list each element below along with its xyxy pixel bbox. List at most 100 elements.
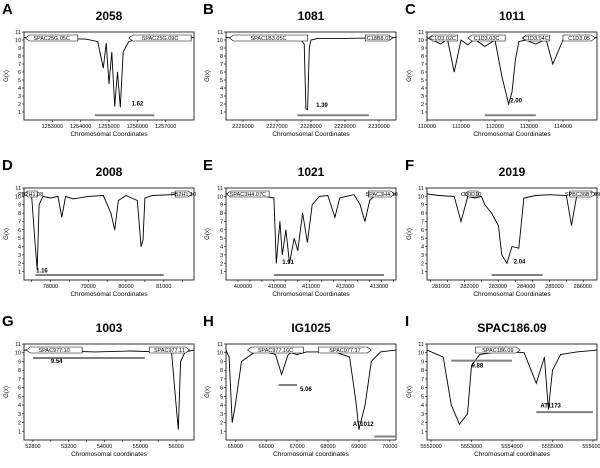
data-point bbox=[364, 404, 366, 406]
y-tick-label: 10 bbox=[418, 194, 424, 200]
x-tick-label: 2228000 bbox=[300, 124, 321, 130]
series-line bbox=[23, 349, 195, 430]
gene-label: PB2H1.08 bbox=[18, 192, 43, 198]
data-point bbox=[85, 38, 87, 40]
series-line bbox=[225, 37, 397, 111]
x-tick-label: 80000 bbox=[118, 284, 133, 290]
gene-arrow bbox=[365, 34, 394, 42]
x-tick-label: 110000 bbox=[418, 124, 436, 130]
data-point bbox=[481, 196, 482, 197]
data-point bbox=[518, 41, 520, 42]
gene-label: SPBC36B7.09 bbox=[565, 192, 600, 198]
data-point bbox=[369, 200, 371, 201]
x-tick-label: 282000 bbox=[460, 284, 478, 290]
panel-letter: H bbox=[203, 313, 214, 330]
data-point bbox=[289, 262, 290, 264]
y-tick-label: 11 bbox=[15, 30, 21, 36]
x-tick-label: 52800 bbox=[25, 444, 40, 450]
data-point bbox=[307, 109, 308, 110]
plot-frame bbox=[225, 187, 397, 281]
y-tick-label: 11 bbox=[217, 342, 223, 348]
gene-label: C1D3.05 bbox=[568, 36, 590, 42]
y-tick-label: 5 bbox=[220, 394, 223, 400]
y-tick-label: 5 bbox=[421, 394, 424, 400]
y-tick-label: 6 bbox=[421, 70, 424, 76]
plot-frame bbox=[23, 187, 195, 281]
data-point bbox=[535, 43, 537, 45]
y-tick-label: 5 bbox=[18, 236, 21, 242]
data-point bbox=[72, 198, 74, 200]
panel-h: H IG1025 1 2 3 4 5 6 7 8 9 10 11 G(x) 65000 66000 67000 6… bbox=[203, 313, 397, 458]
panel-g: G 1003 1 2 3 4 5 6 7 8 9 10 11 G(x) 52800 53200 54000 550… bbox=[2, 313, 195, 458]
panel-letter: I bbox=[405, 313, 409, 330]
y-axis-label: G(x) bbox=[205, 386, 211, 398]
y-tick-label: 5 bbox=[18, 78, 21, 84]
gene-arrow bbox=[521, 34, 550, 42]
gene-arrow bbox=[368, 190, 396, 198]
data-point bbox=[225, 349, 227, 351]
data-point bbox=[152, 195, 153, 196]
x-tick-label: 68000 bbox=[320, 444, 335, 450]
x-tick-label: 413000 bbox=[370, 284, 388, 290]
data-point bbox=[125, 46, 127, 47]
data-point bbox=[225, 37, 227, 38]
y-tick-label: 2 bbox=[421, 102, 424, 108]
data-point bbox=[293, 237, 295, 239]
data-point bbox=[317, 38, 319, 39]
gene-label: C1D3.04C bbox=[523, 36, 549, 42]
data-point bbox=[102, 67, 104, 69]
y-tick-label: 9 bbox=[421, 46, 424, 52]
x-tick-label: 411000 bbox=[302, 284, 320, 290]
data-point bbox=[23, 349, 25, 351]
x-tick-label: 2229000 bbox=[334, 124, 355, 130]
data-point bbox=[42, 196, 44, 197]
data-point bbox=[450, 404, 452, 406]
data-point bbox=[484, 46, 486, 47]
y-axis-label: G(x) bbox=[407, 386, 413, 398]
data-point bbox=[306, 351, 307, 353]
series-line bbox=[225, 349, 397, 430]
y-tick-label: 3 bbox=[18, 94, 21, 100]
x-axis-label: Chromosomal Coordinates bbox=[473, 291, 551, 298]
x-tick-label: 1255000 bbox=[98, 124, 119, 130]
data-point bbox=[57, 196, 59, 197]
data-point bbox=[95, 351, 96, 353]
panel-letter: A bbox=[2, 1, 13, 18]
x-tick-label: 5554000 bbox=[501, 444, 522, 450]
data-point bbox=[193, 37, 195, 38]
data-point bbox=[110, 212, 112, 214]
data-point bbox=[50, 197, 51, 199]
data-point bbox=[102, 195, 104, 196]
data-point bbox=[571, 225, 572, 226]
plot-frame bbox=[23, 343, 195, 441]
y-tick-label: 11 bbox=[418, 186, 424, 192]
data-point bbox=[459, 423, 460, 425]
y-tick-label: 5 bbox=[421, 236, 424, 242]
data-point bbox=[345, 196, 347, 197]
data-point bbox=[279, 221, 281, 222]
panel-title: 1003 bbox=[96, 321, 123, 335]
y-tick-label: 2 bbox=[220, 261, 223, 267]
y-tick-label: 3 bbox=[18, 253, 21, 259]
data-point bbox=[177, 429, 179, 430]
y-tick-label: 7 bbox=[18, 377, 21, 383]
data-point bbox=[501, 75, 503, 77]
y-tick-label: 9 bbox=[220, 46, 223, 52]
x-tick-label: 409000 bbox=[234, 284, 252, 290]
plot-frame bbox=[225, 31, 397, 121]
x-tick-label: 1254000 bbox=[70, 124, 91, 130]
y-axis-label: G(x) bbox=[4, 228, 10, 240]
y-tick-label: 4 bbox=[421, 86, 424, 92]
data-point bbox=[287, 354, 289, 356]
y-tick-label: 6 bbox=[18, 70, 21, 76]
y-tick-label: 1 bbox=[421, 429, 424, 435]
x-axis-label: Chromosomal coordinates bbox=[273, 451, 350, 458]
panel-title: 1011 bbox=[499, 9, 525, 23]
y-tick-label: 3 bbox=[18, 412, 21, 418]
region-label: 2.00 bbox=[510, 98, 522, 104]
y-tick-label: 2 bbox=[220, 102, 223, 108]
gene-label: SPAC186.09 bbox=[482, 348, 513, 354]
y-tick-label: 6 bbox=[220, 70, 223, 76]
panel-d: D 2008 1 2 3 4 5 6 7 8 9 10 11 G(x) 78000 79000 80000 810… bbox=[2, 157, 196, 298]
data-point bbox=[231, 422, 233, 423]
